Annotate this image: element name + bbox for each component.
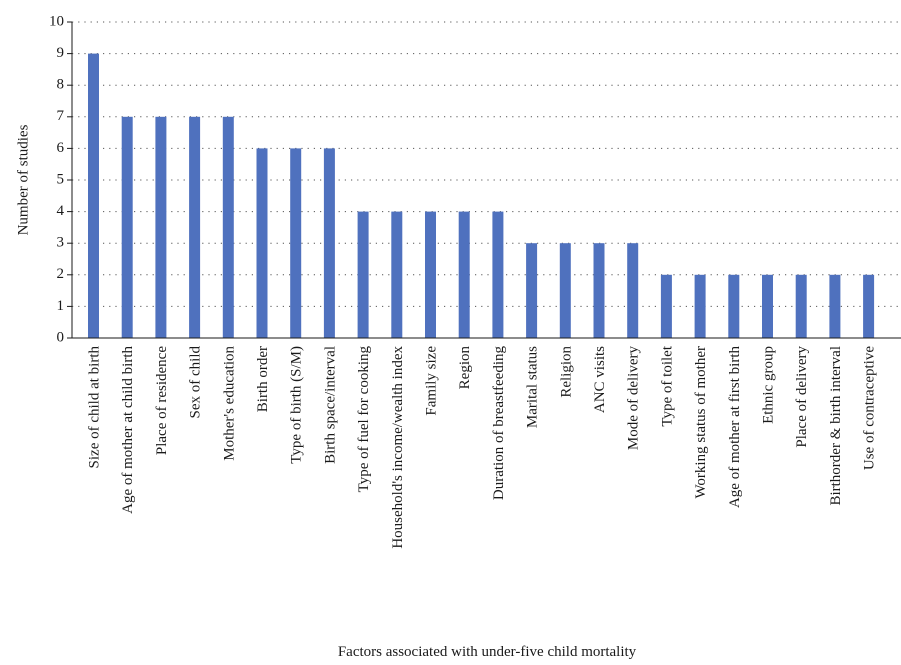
bar [256,148,268,338]
bar [323,148,335,338]
y-tick-label: 5 [57,171,65,187]
x-tick-label: Type of toilet [659,345,675,426]
x-tick-label: Place of delivery [794,346,810,448]
x-tick-label: Mode of delivery [626,346,642,451]
y-tick-labels: 0 1 2 3 4 5 6 7 8 9 10 [49,13,72,345]
y-tick-label: 3 [57,235,65,251]
x-tick-label: Place of residence [154,346,170,455]
y-tick-label: 9 [57,45,65,61]
bar [795,274,807,338]
x-tick-label: Age of mother at first birth [727,346,743,509]
bar [627,243,639,338]
bar [559,243,571,338]
x-tick-label: Type of birth (S/M) [289,346,305,464]
bar [762,274,773,338]
bar [189,116,201,338]
y-tick-label: 2 [57,266,65,282]
x-tick-label: Duration of breastfeeding [491,346,507,501]
y-tick-label: 10 [49,13,64,29]
bar [694,274,706,338]
y-tick-label: 6 [57,140,65,156]
bar [660,274,672,338]
x-tick-label: ANC visits [592,346,608,413]
y-tick-label: 1 [57,298,65,314]
bar [121,116,133,338]
bar [728,274,740,338]
y-axis-title: Number of studies [15,124,31,235]
x-tick-label: Use of contraceptive [862,346,878,470]
x-tick-label: Birth space/interval [322,346,338,464]
x-tick-label: Religion [558,346,574,398]
bar [458,211,470,338]
x-tick-label: Size of child at birth [87,346,103,469]
bar [290,148,302,338]
bar [357,211,369,338]
x-tick-label: Birthorder & birth interval [828,346,844,506]
x-tick-labels: Size of child at birth Age of mother at c… [87,345,878,548]
bar [391,211,403,338]
x-tick-label: Family size [424,346,440,416]
bar [222,116,234,338]
y-tick-label: 0 [57,329,65,345]
bar [829,274,841,338]
x-tick-label: Birth order [255,346,271,412]
x-axis-title: Factors associated with under-five child… [338,644,637,660]
bars [88,53,875,338]
bar [863,274,875,338]
bar [425,211,436,338]
bar [155,116,167,338]
x-tick-label: Age of mother at child birth [120,346,136,514]
x-tick-label: Type of fuel for cooking [356,346,372,493]
x-tick-label: Marital status [525,346,541,428]
bar [88,53,99,338]
x-tick-label: Household's income/wealth index [390,346,406,549]
x-tick-label: Sex of child [188,346,204,419]
x-tick-label: Working status of mother [693,346,709,499]
x-tick-label: Ethnic group [761,346,777,424]
x-tick-label: Mother's education [221,346,237,461]
bar [492,211,504,338]
bar [593,243,605,338]
bar [526,243,538,338]
y-tick-label: 4 [57,203,65,219]
x-tick-label: Region [457,346,473,390]
y-tick-label: 7 [57,108,65,124]
y-tick-label: 8 [57,77,65,93]
